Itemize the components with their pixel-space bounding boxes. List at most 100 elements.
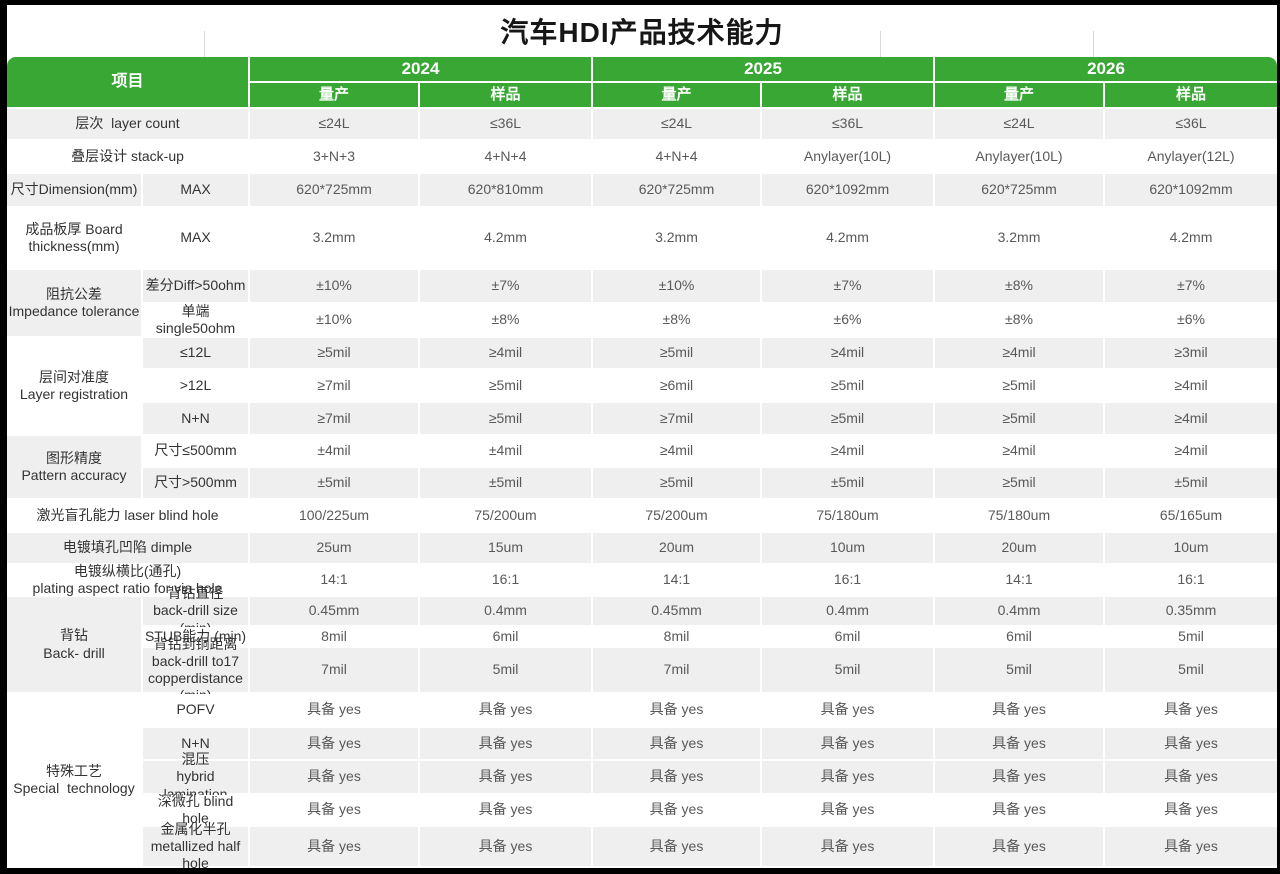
value-cell: 具备 yes [593, 795, 762, 827]
sub-label-cell-text: 深微孔 blind hole [157, 792, 238, 826]
sub-label-cell: MAX [143, 208, 250, 270]
row-label-cell: 层次 layer count [7, 109, 250, 141]
value-cell: ±6% [1105, 304, 1277, 338]
group-label-cell-text: 层间对准度 [39, 368, 109, 385]
value-cell: 5mil [1105, 627, 1277, 648]
group-label-cell-text: Special technology [13, 780, 135, 796]
value-cell: 3.2mm [250, 208, 420, 270]
value-cell: 具备 yes [762, 761, 935, 795]
value-cell: ≤24L [250, 109, 420, 141]
value-cell: 14:1 [593, 565, 762, 597]
group-label-cell: 特殊工艺 Special technology [7, 694, 143, 868]
value-cell: 620*725mm [935, 174, 1105, 208]
value-cell: ≥7mil [250, 403, 420, 436]
value-cell: 具备 yes [250, 728, 420, 761]
title-grid-line [204, 31, 205, 57]
value-cell: 具备 yes [762, 827, 935, 868]
value-cell: ≥5mil [935, 370, 1105, 403]
value-cell: ≥4mil [593, 436, 762, 468]
sub-label-cell: MAX [143, 174, 250, 208]
sub-label-cell: POFV [143, 694, 250, 728]
value-cell: 16:1 [1105, 565, 1277, 597]
subcol-header-massproduction: 量产 [593, 83, 762, 109]
value-cell: ±10% [593, 270, 762, 304]
sub-label-cell: 差分Diff>50ohm [143, 270, 250, 304]
value-cell: 具备 yes [593, 694, 762, 728]
group-label-cell-text: 特殊工艺 [46, 762, 102, 779]
row-label-cell-text: 激光盲孔能力 laser blind hole [36, 506, 219, 523]
value-cell: ≥5mil [593, 468, 762, 500]
value-cell: 620*810mm [420, 174, 593, 208]
value-cell: ±5mil [762, 468, 935, 500]
sub-label-cell: ≤12L [143, 338, 250, 370]
year-header: 2025 [593, 57, 935, 83]
sub-label-cell-text: ≤12L [179, 344, 212, 361]
value-cell: 具备 yes [935, 795, 1105, 827]
subcol-header-sample: 样品 [420, 83, 593, 109]
title-grid-line [880, 31, 881, 57]
value-cell: ≥4mil [762, 338, 935, 370]
value-cell: 75/180um [935, 500, 1105, 533]
value-cell: 3.2mm [935, 208, 1105, 270]
value-cell: 0.45mm [593, 597, 762, 627]
value-cell: 7mil [593, 648, 762, 694]
value-cell: ≥3mil [1105, 338, 1277, 370]
value-cell: 具备 yes [420, 728, 593, 761]
value-cell: 具备 yes [593, 761, 762, 795]
value-cell: 具备 yes [420, 795, 593, 827]
value-cell: 0.4mm [762, 597, 935, 627]
sub-label-cell: 深微孔 blind hole [143, 792, 250, 827]
value-cell: ±7% [1105, 270, 1277, 304]
sub-label-cell-text: 金属化半孔 [160, 820, 231, 837]
value-cell: ±6% [762, 304, 935, 338]
value-cell: 14:1 [250, 565, 420, 597]
value-cell: 75/180um [762, 500, 935, 533]
value-cell: 具备 yes [762, 728, 935, 761]
group-label-cell: 层间对准度 Layer registration [7, 338, 143, 436]
value-cell: 8mil [250, 627, 420, 648]
sub-label-cell-text: 混压 [181, 751, 210, 768]
value-cell: 0.4mm [935, 597, 1105, 627]
title-grid-line [1093, 31, 1094, 57]
value-cell: 具备 yes [593, 827, 762, 868]
value-cell: ±10% [250, 304, 420, 338]
group-label-cell: 阻抗公差 Impedance tolerance [7, 270, 143, 338]
value-cell: 具备 yes [1105, 761, 1277, 795]
sub-label-cell-text: POFV [176, 701, 215, 718]
value-cell: 具备 yes [250, 761, 420, 795]
value-cell: 具备 yes [420, 694, 593, 728]
value-cell: 具备 yes [935, 694, 1105, 728]
group-label-cell-text: Impedance tolerance [8, 303, 140, 319]
group-label-cell-text: 成品板厚 Board [25, 220, 123, 237]
value-cell: 20um [593, 533, 762, 565]
group-label-cell: 尺寸Dimension(mm) [7, 174, 143, 208]
sub-label-cell-text: 背钻直径 [167, 585, 224, 602]
row-label-cell-text: 电镀填孔凹陷 dimple [62, 539, 193, 556]
value-cell: 具备 yes [250, 795, 420, 827]
value-cell: 3+N+3 [250, 141, 420, 174]
row-label-cell-text: 电镀纵横比(通孔) [73, 562, 182, 579]
value-cell: 100/225um [250, 500, 420, 533]
value-cell: ±8% [593, 304, 762, 338]
value-cell: 具备 yes [1105, 827, 1277, 868]
value-cell: 6mil [935, 627, 1105, 648]
value-cell: 75/200um [420, 500, 593, 533]
group-label-cell-text: thickness(mm) [28, 238, 120, 254]
value-cell: ≥4mil [935, 436, 1105, 468]
subcol-header-sample: 样品 [1105, 83, 1277, 109]
value-cell: 具备 yes [420, 827, 593, 868]
sub-label-cell-text: STUB能力 (min) [144, 627, 247, 644]
value-cell: 20um [935, 533, 1105, 565]
value-cell: 4+N+4 [420, 141, 593, 174]
value-cell: ±5mil [250, 468, 420, 500]
value-cell: 具备 yes [935, 827, 1105, 868]
value-cell: ≥4mil [762, 436, 935, 468]
sub-label-cell: 金属化半孔 metallized half hole [143, 821, 250, 871]
sub-label-cell-text: 单端 single50ohm [155, 302, 236, 336]
value-cell: ≥4mil [1105, 370, 1277, 403]
value-cell: ≥7mil [250, 370, 420, 403]
value-cell: 75/200um [593, 500, 762, 533]
group-label-cell-text: 尺寸Dimension(mm) [10, 181, 138, 198]
group-label-cell-text: 背钻 [60, 627, 88, 644]
